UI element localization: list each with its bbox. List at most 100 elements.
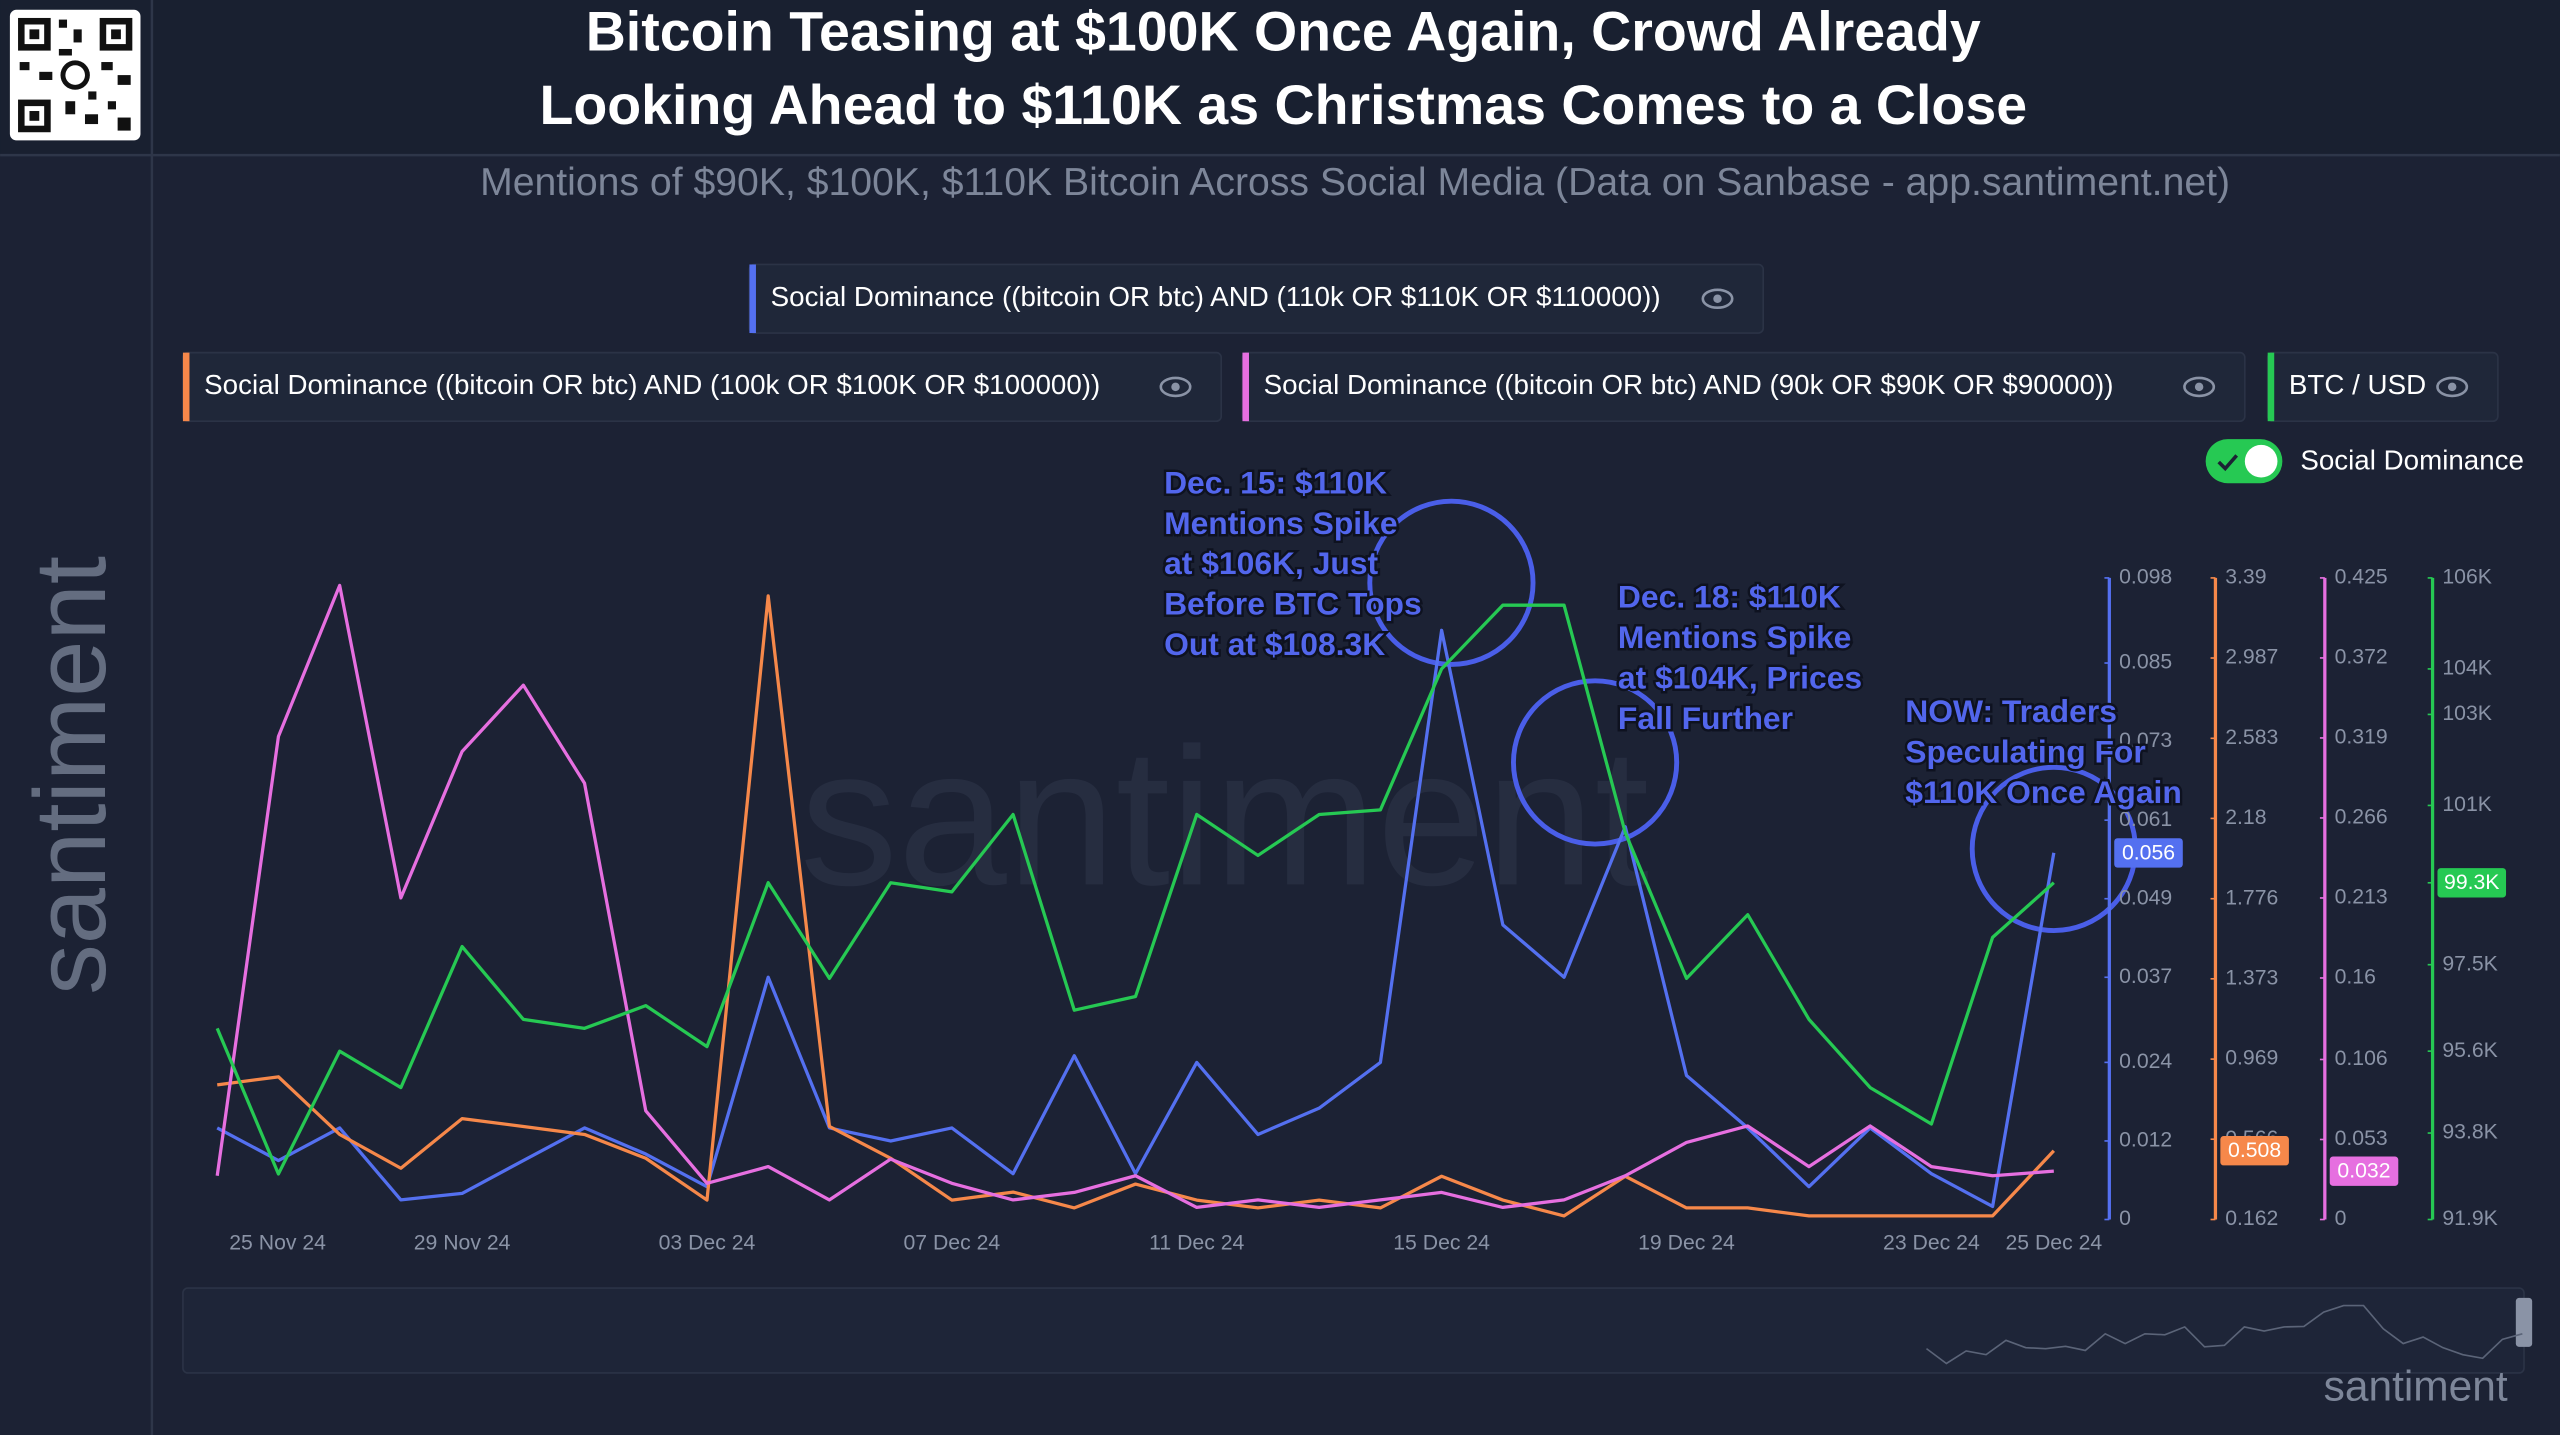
y-tick-label: 3.39 <box>2225 566 2266 589</box>
chart-title: Bitcoin Teasing at $100K Once Again, Cro… <box>586 1 1981 63</box>
y-tick-label: 0.073 <box>2119 729 2172 752</box>
eye-pupil <box>2447 382 2457 392</box>
current-value-label: 0.056 <box>2122 841 2175 864</box>
annotation: Out at $108.3K <box>1164 626 1385 662</box>
y-tick-label: 0.266 <box>2335 806 2388 829</box>
y-tick-label: 97.5K <box>2442 952 2497 975</box>
y-tick-label: 2.583 <box>2225 726 2278 749</box>
y-tick-label: 93.8K <box>2442 1121 2497 1144</box>
current-value-label: 0.508 <box>2228 1139 2281 1162</box>
toggle-knob <box>2244 444 2278 478</box>
eye-pupil <box>2194 382 2204 392</box>
series-line <box>215 583 2054 1210</box>
annotation: at $106K, Just <box>1164 545 1378 581</box>
legend-swatch <box>2267 352 2275 422</box>
x-tick-label: 19 Dec 24 <box>1638 1232 1735 1255</box>
annotation: at $104K, Prices <box>1618 660 1862 696</box>
legend-label: Social Dominance ((bitcoin OR btc) AND (… <box>204 369 1100 400</box>
navigator-handle[interactable] <box>2515 1297 2533 1347</box>
legend-label: Social Dominance ((bitcoin OR btc) AND (… <box>1264 369 2114 400</box>
y-tick-label: 0.037 <box>2119 965 2172 988</box>
y-tick-label: 0.425 <box>2335 566 2388 589</box>
annotation-circle <box>1367 498 1536 667</box>
annotation-circle <box>1511 678 1680 847</box>
y-tick-label: 0.16 <box>2335 966 2376 989</box>
current-value-badge <box>2114 838 2183 868</box>
annotation: Dec. 15: $110K <box>1164 464 1387 500</box>
y-tick-label: 0.098 <box>2119 566 2172 589</box>
x-tick-label: 15 Dec 24 <box>1393 1232 1490 1255</box>
y-tick-label: 106K <box>2442 566 2492 589</box>
x-tick-label: 23 Dec 24 <box>1883 1232 1980 1255</box>
current-value-label: 99.3K <box>2444 871 2499 894</box>
legend-swatch <box>182 352 190 422</box>
chart-title: Looking Ahead to $110K as Christmas Come… <box>539 74 2027 136</box>
y-tick-label: 0.012 <box>2119 1129 2172 1152</box>
chart-subtitle: Mentions of $90K, $100K, $110K Bitcoin A… <box>480 161 2230 204</box>
y-tick-label: 0.049 <box>2119 886 2172 909</box>
annotation: Before BTC Tops <box>1164 586 1422 622</box>
x-tick-label: 03 Dec 24 <box>659 1232 756 1255</box>
annotation: $110K Once Again <box>1905 774 2182 810</box>
side-watermark: santiment <box>14 556 127 995</box>
current-value-badge <box>2220 1136 2289 1166</box>
annotation: Mentions Spike <box>1164 505 1397 541</box>
eye-pupil <box>1171 382 1180 392</box>
header-band <box>0 0 2560 156</box>
navigator-line <box>1925 1304 2523 1365</box>
y-tick-label: 0.106 <box>2335 1047 2388 1070</box>
annotation: Dec. 18: $110K <box>1618 579 1841 615</box>
toggle[interactable] <box>2205 439 2283 484</box>
eye-icon[interactable] <box>1159 376 1192 398</box>
y-tick-label: 0.372 <box>2335 646 2388 669</box>
y-tick-label: 103K <box>2442 702 2492 725</box>
current-value-badge <box>2329 1156 2399 1186</box>
y-tick-label: 0 <box>2119 1207 2131 1230</box>
y-tick-label: 0.162 <box>2225 1207 2278 1230</box>
center-watermark: santiment <box>800 707 1649 926</box>
y-tick-label: 104K <box>2442 657 2492 680</box>
series-line <box>217 594 2056 1218</box>
y-tick-label: 0 <box>2335 1207 2347 1230</box>
legend-swatch <box>749 264 756 334</box>
current-value-label: 0.032 <box>2337 1160 2390 1183</box>
eye-icon[interactable] <box>2183 376 2216 398</box>
annotation: NOW: Traders <box>1905 693 2117 729</box>
eye-icon[interactable] <box>1701 288 1734 310</box>
annotation: Mentions Spike <box>1618 619 1851 655</box>
toggle-label[interactable]: Social Dominance <box>2300 444 2524 475</box>
navigator[interactable] <box>182 1287 2525 1374</box>
annotation: Speculating For <box>1905 733 2145 769</box>
y-tick-label: 2.987 <box>2225 646 2278 669</box>
series-line <box>215 603 2055 1176</box>
x-tick-label: 29 Nov 24 <box>414 1232 511 1255</box>
x-tick-label: 25 Nov 24 <box>229 1232 326 1255</box>
y-tick-label: 0.061 <box>2119 808 2172 831</box>
eye-icon[interactable] <box>2436 376 2469 398</box>
current-value-badge <box>2437 868 2507 898</box>
y-tick-label: 0.053 <box>2335 1127 2388 1150</box>
corner-watermark: santiment <box>2324 1363 2508 1410</box>
y-tick-label: 101K <box>2442 793 2492 816</box>
x-tick-label: 25 Dec 24 <box>2005 1232 2102 1255</box>
y-tick-label: 0.085 <box>2119 651 2172 674</box>
y-tick-label: 0.024 <box>2119 1050 2172 1073</box>
y-tick-label: 0.969 <box>2225 1047 2278 1070</box>
legend-swatch <box>1242 352 1249 422</box>
y-tick-label: 0.319 <box>2335 726 2388 749</box>
y-tick-label: 95.6K <box>2442 1039 2497 1062</box>
y-tick-label: 1.776 <box>2225 886 2278 909</box>
annotation: Fall Further <box>1618 700 1793 736</box>
qr-code <box>9 9 141 141</box>
legend-label: Social Dominance ((bitcoin OR btc) AND (… <box>771 281 1661 312</box>
eye-pupil <box>1713 294 1722 303</box>
y-tick-label: 2.18 <box>2225 806 2266 829</box>
x-tick-label: 11 Dec 24 <box>1149 1232 1244 1255</box>
y-tick-label: 0.213 <box>2335 886 2388 909</box>
legend-label: BTC / USD <box>2289 369 2426 400</box>
x-tick-label: 07 Dec 24 <box>903 1232 1000 1255</box>
y-tick-label: 1.373 <box>2225 966 2278 989</box>
y-tick-label: 91.9K <box>2442 1207 2497 1230</box>
toggle-check <box>2217 454 2239 472</box>
